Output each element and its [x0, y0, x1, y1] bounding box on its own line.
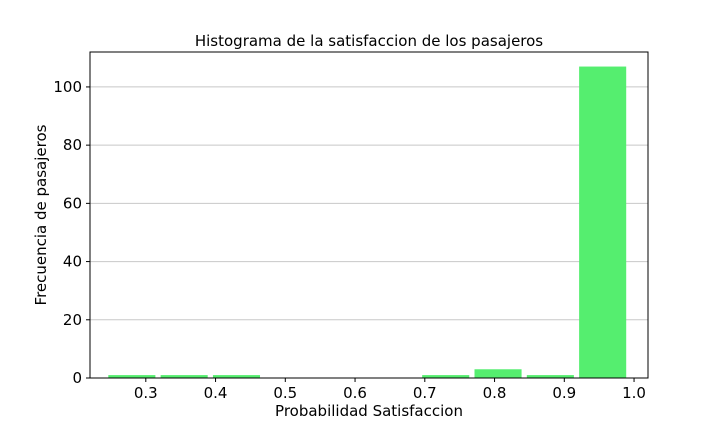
x-axis-ticks: 0.3 0.4 0.5 0.6 0.7 0.8 0.9 1.0	[134, 378, 646, 402]
y-axis-ticks: 0 20 40 60 80 100	[53, 78, 90, 387]
x-tick-label: 0.8	[483, 384, 507, 402]
histogram-bar	[526, 375, 574, 378]
histogram-bar	[422, 375, 470, 378]
histogram-bar	[474, 369, 522, 378]
histogram-bars	[108, 66, 627, 378]
chart-title: Histograma de la satisfaccion de los pas…	[195, 32, 543, 50]
x-axis-label: Probabilidad Satisfaccion	[275, 402, 463, 420]
x-tick-label: 1.0	[622, 384, 646, 402]
y-tick-label: 80	[63, 136, 82, 154]
x-tick-label: 0.3	[134, 384, 158, 402]
histogram-bar	[579, 66, 627, 378]
y-axis-label: Frecuencia de pasajeros	[32, 124, 50, 305]
x-tick-label: 0.5	[273, 384, 297, 402]
x-tick-label: 0.4	[204, 384, 228, 402]
histogram-bar	[108, 375, 156, 378]
x-tick-label: 0.6	[343, 384, 367, 402]
y-tick-label: 40	[63, 253, 82, 271]
histogram-bar	[160, 375, 208, 378]
x-tick-label: 0.9	[552, 384, 576, 402]
y-tick-label: 0	[72, 369, 82, 387]
y-tick-label: 20	[63, 311, 82, 329]
y-tick-label: 60	[63, 194, 82, 212]
histogram-bar	[212, 375, 261, 378]
grid-lines	[90, 86, 648, 321]
y-tick-label: 100	[53, 78, 82, 96]
plot-frame	[89, 51, 649, 379]
x-tick-label: 0.7	[413, 384, 437, 402]
